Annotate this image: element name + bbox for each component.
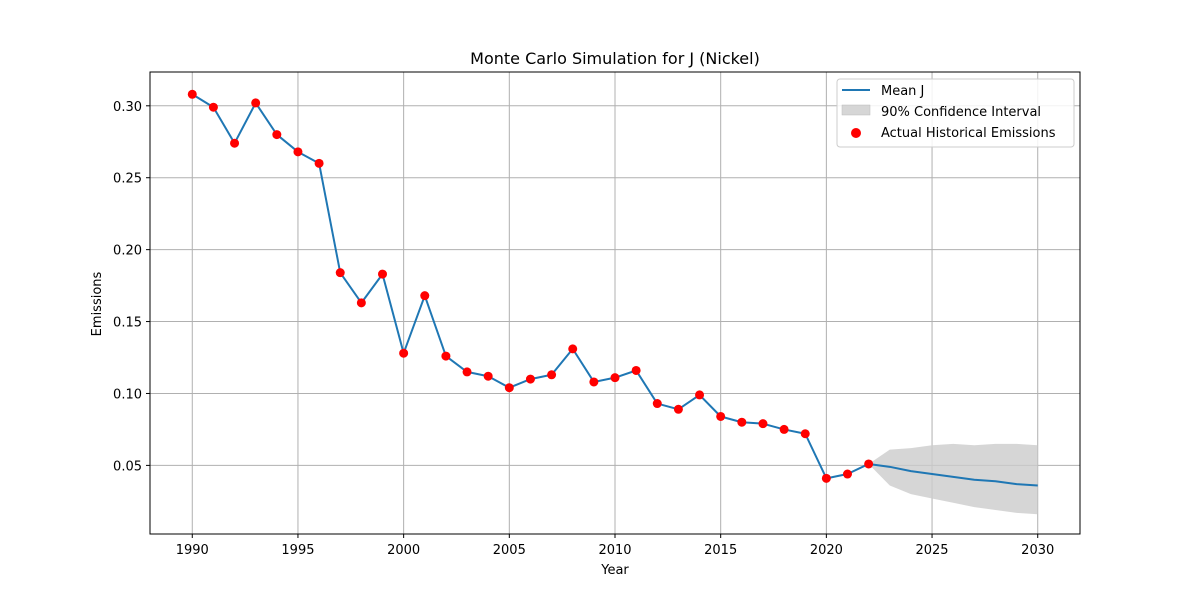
historical-point <box>652 399 662 409</box>
historical-point <box>864 459 874 469</box>
y-tick-label: 0.10 <box>113 387 142 402</box>
historical-point <box>779 424 789 434</box>
historical-point <box>589 377 599 387</box>
x-tick-label: 2020 <box>810 543 843 558</box>
legend-box <box>836 78 1075 148</box>
historical-point <box>378 269 387 279</box>
x-tick-label: 1990 <box>176 543 209 558</box>
historical-point <box>356 298 366 308</box>
historical-point <box>610 373 620 383</box>
y-tick-label: 0.30 <box>113 100 142 115</box>
historical-point <box>420 291 430 301</box>
historical-point <box>800 429 810 439</box>
x-tick-label: 2010 <box>598 543 631 558</box>
legend-label-historical: Actual Historical Emissions <box>881 126 1056 141</box>
y-tick-label: 0.15 <box>113 316 142 331</box>
chart-title: Monte Carlo Simulation for J (Nickel) <box>470 49 760 68</box>
y-tick-label: 0.05 <box>113 459 142 474</box>
historical-point <box>821 473 831 483</box>
y-tick-label: 0.25 <box>113 172 142 187</box>
historical-point <box>673 404 683 414</box>
legend-label-interval: 90% Confidence Interval <box>881 105 1041 120</box>
historical-point <box>843 469 852 479</box>
historical-point <box>737 417 747 427</box>
historical-point <box>441 351 451 361</box>
historical-point <box>208 102 218 112</box>
x-axis-label: Year <box>600 563 629 578</box>
axis-ticks: 1990 1995 2000 2005 2010 2015 2020 2025 2030 0.05… <box>113 100 1054 558</box>
historical-point <box>335 268 345 278</box>
historical-point <box>631 365 641 375</box>
historical-point <box>293 147 303 157</box>
confidence-interval-band <box>868 443 1038 515</box>
x-tick-label: 2030 <box>1021 543 1054 558</box>
plot-frame <box>149 71 1081 535</box>
legend-label-mean: Mean J <box>881 84 924 99</box>
x-tick-label: 1995 <box>281 543 314 558</box>
x-tick-label: 2025 <box>915 543 948 558</box>
legend-band-swatch <box>841 104 871 116</box>
historical-point <box>525 374 535 384</box>
legend: Mean J 90% Confidence Interval Actual Hi… <box>836 78 1075 148</box>
confidence-interval-area <box>868 443 1038 515</box>
x-tick-label: 2000 <box>387 543 420 558</box>
historical-point <box>504 383 514 393</box>
historical-point <box>695 390 705 400</box>
historical-point <box>716 411 726 421</box>
historical-point <box>251 98 261 108</box>
historical-point <box>187 89 197 99</box>
historical-point <box>462 367 472 377</box>
historical-points-group <box>187 89 874 483</box>
x-tick-label: 2005 <box>493 543 526 558</box>
historical-point <box>399 348 409 358</box>
historical-point <box>568 344 578 354</box>
y-axis-label: Emissions <box>90 271 105 336</box>
historical-point <box>230 138 240 148</box>
y-tick-label: 0.20 <box>113 244 142 259</box>
historical-point <box>483 371 493 381</box>
legend-point-swatch <box>851 128 861 138</box>
historical-point <box>314 158 324 168</box>
historical-point <box>547 370 557 380</box>
historical-point <box>758 419 768 429</box>
historical-point <box>272 130 282 140</box>
x-tick-label: 2015 <box>704 543 737 558</box>
